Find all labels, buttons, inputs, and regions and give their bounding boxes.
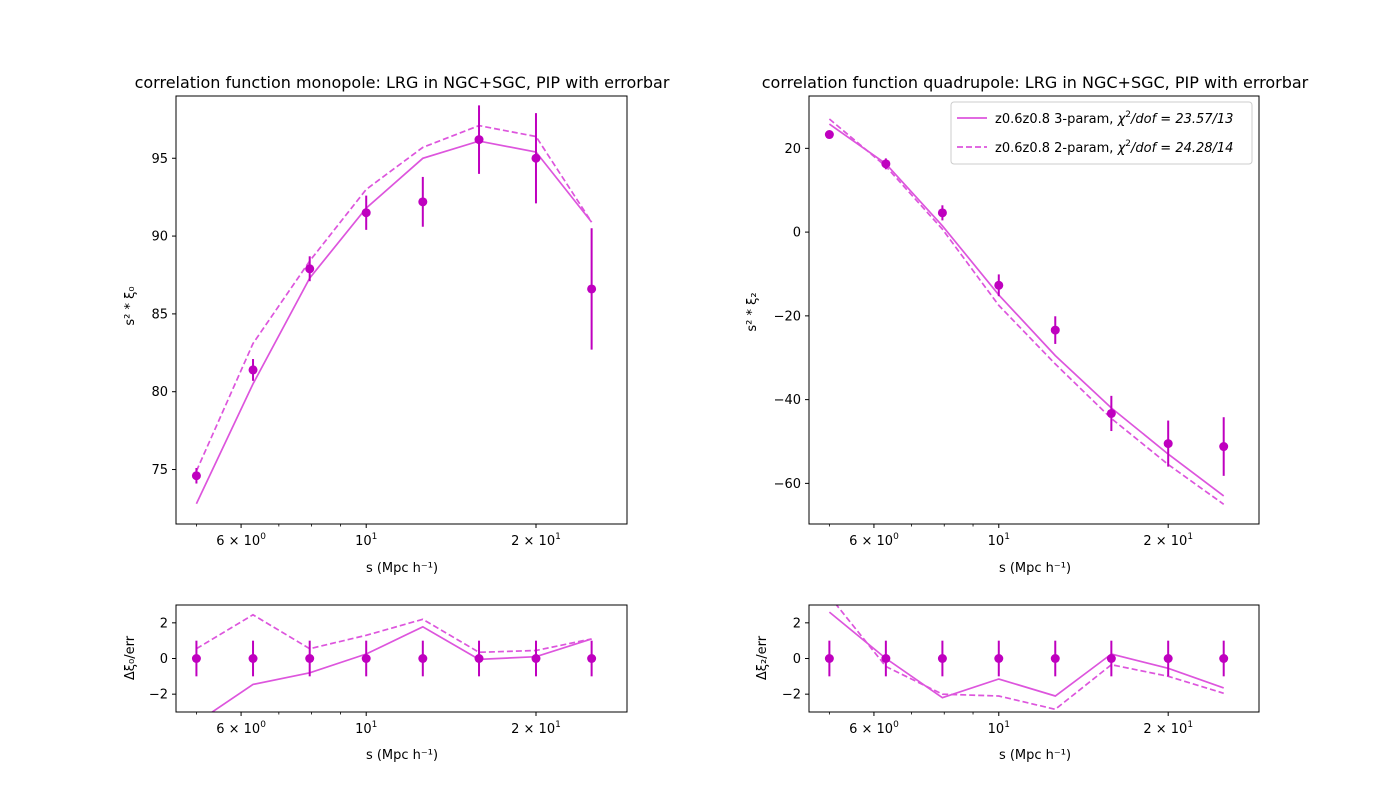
x-tick-label: 101 <box>988 720 1010 737</box>
monopole-residual-ylabel: Δξ₀/err <box>123 635 138 680</box>
quadrupole-legend: z0.6z0.8 3-param, χ2/dof = 23.57/13 z0.6… <box>950 101 1253 165</box>
legend-entry-solid: z0.6z0.8 3-param, χ2/dof = 23.57/13 <box>995 110 1233 127</box>
y-tick-label: −60 <box>774 477 801 492</box>
data-point <box>587 284 597 294</box>
legend-entry-dashed: z0.6z0.8 2-param, χ2/dof = 24.28/14 <box>995 139 1233 156</box>
data-point <box>191 471 201 481</box>
quadrupole-panel: correlation function quadrupole: LRG in … <box>745 73 1309 576</box>
quadrupole-residual-ylabel: Δξ₂/err <box>755 635 770 680</box>
data-point <box>418 654 428 663</box>
data-point <box>191 654 201 663</box>
y-tick-label: 0 <box>160 652 168 667</box>
y-tick-label: 20 <box>784 142 801 157</box>
y-tick-label: −20 <box>774 309 801 324</box>
data-point <box>881 654 891 663</box>
model-line-solid <box>210 625 592 712</box>
data-point <box>994 654 1004 663</box>
data-point <box>587 654 597 663</box>
data-point <box>824 654 834 663</box>
data-point <box>248 654 258 663</box>
data-point <box>937 654 947 663</box>
data-point <box>531 654 541 663</box>
x-tick-label: 2 × 101 <box>1143 720 1193 737</box>
x-tick-label: 101 <box>988 532 1010 549</box>
data-point <box>361 208 371 218</box>
y-tick-label: 0 <box>793 226 801 241</box>
x-tick-label: 101 <box>355 532 377 549</box>
monopole-panel: correlation function monopole: LRG in NG… <box>123 73 670 576</box>
data-point <box>1050 325 1060 335</box>
axes-frame <box>808 95 1260 525</box>
y-tick-label: 2 <box>793 616 801 631</box>
x-tick-label: 6 × 100 <box>849 720 899 737</box>
plot-area <box>824 118 1229 505</box>
quadrupole-residual-plot: −2 0 2 6 × 100 101 2 × 101 <box>782 604 1260 737</box>
data-point <box>1106 654 1116 663</box>
x-tick-label: 101 <box>355 720 377 737</box>
data-point <box>1219 654 1229 663</box>
monopole-plot: 75 80 85 90 95 6 × 100 101 2 × 101 <box>151 95 628 549</box>
data-point <box>531 153 541 163</box>
monopole-xlabel: s (Mpc h⁻¹) <box>366 561 438 576</box>
y-tick-label: −2 <box>782 688 801 703</box>
data-point <box>994 280 1004 290</box>
model-line-solid <box>828 123 1225 497</box>
data-point <box>305 654 315 663</box>
monopole-residual-panel: −2 0 2 6 × 100 101 2 × 101 s (Mpc h⁻¹) Δξ₀/er… <box>123 604 628 763</box>
x-tick-label: 6 × 100 <box>216 720 266 737</box>
monopole-ylabel: s² * ξ₀ <box>123 286 138 325</box>
y-tick-label: 75 <box>151 463 168 478</box>
y-tick-label: −2 <box>149 688 168 703</box>
model-line-dashed <box>835 605 1224 711</box>
y-tick-label: 95 <box>151 152 168 167</box>
y-tick-label: 85 <box>151 307 168 322</box>
plot-area <box>191 613 597 712</box>
x-tick-label: 6 × 100 <box>849 532 899 549</box>
x-tick-label: 2 × 101 <box>511 720 561 737</box>
y-tick-label: 80 <box>151 385 168 400</box>
data-point <box>1050 654 1060 663</box>
data-point <box>1106 408 1116 418</box>
model-line-dashed <box>195 124 593 472</box>
quadrupole-plot: −60 −40 −20 0 20 6 × 100 101 2 × 101 <box>774 95 1260 549</box>
y-tick-label: −40 <box>774 393 801 408</box>
y-tick-label: 0 <box>793 652 801 667</box>
axes-frame <box>175 95 628 525</box>
quadrupole-xlabel: s (Mpc h⁻¹) <box>999 561 1071 576</box>
quadrupole-title: correlation function quadrupole: LRG in … <box>762 73 1309 92</box>
quadrupole-ylabel: s² * ξ₂ <box>745 292 760 331</box>
model-line-dashed <box>828 118 1225 505</box>
data-point <box>248 365 258 375</box>
data-point <box>937 208 947 218</box>
data-point <box>474 654 484 663</box>
y-tick-label: 90 <box>151 230 168 245</box>
model-line-dashed <box>195 613 592 654</box>
y-tick-label: 2 <box>160 616 168 631</box>
model-line-solid <box>195 140 593 505</box>
quadrupole-residual-xlabel: s (Mpc h⁻¹) <box>999 748 1071 763</box>
monopole-residual-plot: −2 0 2 6 × 100 101 2 × 101 <box>149 604 628 737</box>
plot-area <box>824 605 1229 711</box>
data-point <box>305 264 315 274</box>
data-point <box>474 135 484 145</box>
quadrupole-residual-panel: −2 0 2 6 × 100 101 2 × 101 s (Mpc h⁻¹) Δξ₂/er… <box>755 604 1260 763</box>
data-point <box>1163 654 1173 663</box>
plot-area <box>191 105 597 505</box>
data-point <box>361 654 371 663</box>
monopole-residual-xlabel: s (Mpc h⁻¹) <box>366 748 438 763</box>
x-tick-label: 2 × 101 <box>511 532 561 549</box>
legend-frame <box>950 101 1253 165</box>
data-point <box>881 159 891 169</box>
monopole-title: correlation function monopole: LRG in NG… <box>135 73 670 92</box>
data-point <box>418 197 428 207</box>
x-tick-label: 6 × 100 <box>216 532 266 549</box>
data-point <box>824 130 834 140</box>
data-point <box>1219 442 1229 452</box>
x-tick-label: 2 × 101 <box>1143 532 1193 549</box>
data-point <box>1163 439 1173 449</box>
model-line-solid <box>828 611 1224 699</box>
